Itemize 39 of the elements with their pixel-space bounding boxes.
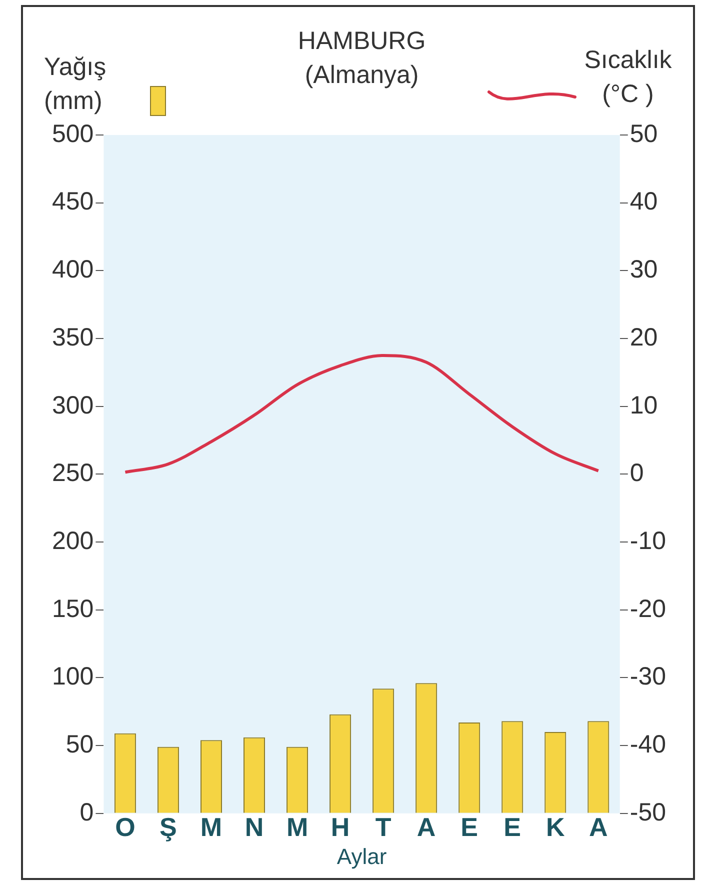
chart-title: HAMBURG (Almanya) xyxy=(298,26,426,89)
y-tick-label: 300 xyxy=(52,391,94,420)
x-tick-label: M xyxy=(200,812,222,842)
y2-tick-label: -10 xyxy=(630,526,666,555)
y-tick-label: 450 xyxy=(52,188,94,216)
y-tick-label: 0 xyxy=(80,798,94,826)
x-tick-label: T xyxy=(375,812,392,842)
x-tick-label: Ş xyxy=(160,812,177,842)
y-tick-label: 350 xyxy=(52,323,94,352)
x-tick-label: O xyxy=(115,812,136,842)
x-tick-label: E xyxy=(460,812,478,842)
y2-tick-label: -40 xyxy=(630,730,666,758)
y2-axis-title: Sıcaklık (°C ) xyxy=(584,46,672,108)
y2-tick-label: 20 xyxy=(630,323,658,352)
y2-tick-label: 0 xyxy=(630,459,644,488)
x-axis-title: Aylar xyxy=(336,844,387,869)
x-tick-label: N xyxy=(244,812,264,842)
x-tick-label: A xyxy=(416,812,436,842)
y-tick-label: 500 xyxy=(52,120,94,148)
y2-tick-label: -20 xyxy=(630,594,666,623)
x-tick-label: M xyxy=(286,812,308,842)
y2-tick-label: -50 xyxy=(630,798,666,826)
x-tick-label: H xyxy=(330,812,350,842)
y-tick-label: 400 xyxy=(52,256,94,284)
y-axis-title: Yağış (mm) xyxy=(44,52,106,115)
y-tick-label: 150 xyxy=(52,594,94,623)
y-tick-label: 200 xyxy=(52,526,94,555)
y2-tick-label: 50 xyxy=(630,120,658,148)
x-tick-label: K xyxy=(546,812,565,842)
line-series xyxy=(124,354,600,474)
y2-tick-label: -30 xyxy=(630,662,666,691)
y-tick-label: 100 xyxy=(52,662,94,691)
y-tick-label: 250 xyxy=(52,459,94,488)
y2-tick-label: 40 xyxy=(630,188,658,216)
x-tick-label: A xyxy=(588,812,608,842)
y-tick-label: 50 xyxy=(66,730,94,758)
x-tick-label: E xyxy=(504,812,522,842)
y2-tick-label: 10 xyxy=(630,391,658,420)
y2-tick-label: 30 xyxy=(630,256,658,284)
